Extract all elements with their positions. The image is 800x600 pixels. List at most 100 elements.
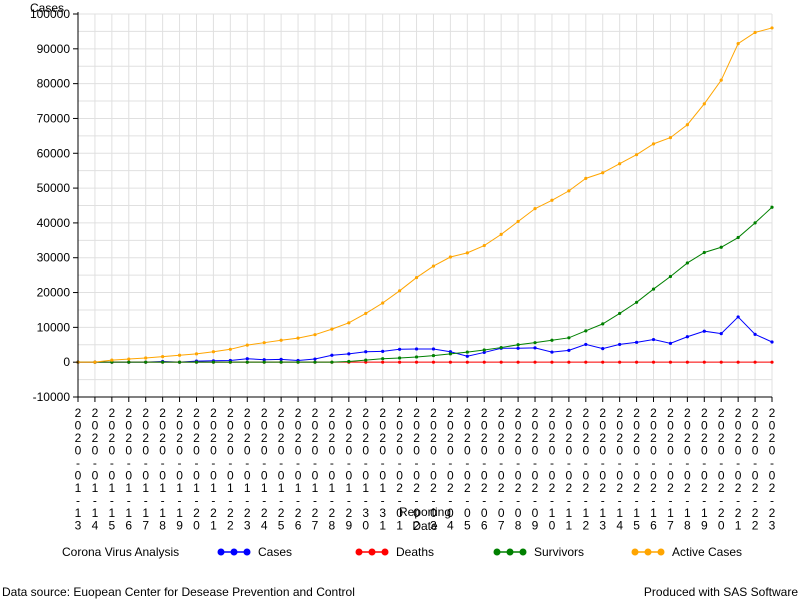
data-point bbox=[618, 311, 622, 316]
data-point bbox=[431, 347, 436, 351]
y-tick-label: 0 bbox=[63, 355, 70, 369]
data-point bbox=[127, 360, 131, 364]
data-point bbox=[618, 342, 622, 347]
x-tick-label: 2 0 2 0 -0 2 -2 3 bbox=[769, 406, 776, 533]
x-tick-label: 2 0 2 0 -0 1 -2 2 bbox=[227, 406, 234, 533]
data-point bbox=[736, 41, 740, 46]
y-tick-label: 70000 bbox=[37, 111, 71, 125]
data-point bbox=[482, 243, 486, 248]
data-point bbox=[584, 360, 588, 364]
data-point bbox=[584, 176, 588, 180]
chart-svg: -10000 0 10000 20000 30000 40000 50000 60000 700… bbox=[30, 1, 776, 533]
data-point bbox=[448, 352, 452, 356]
data-point bbox=[161, 360, 165, 364]
data-point bbox=[414, 275, 419, 280]
x-tick-label: 2 0 2 0 -0 2 -1 8 bbox=[684, 406, 691, 533]
data-point bbox=[398, 360, 402, 364]
data-point bbox=[753, 30, 757, 35]
y-tick-label: -10000 bbox=[33, 390, 71, 404]
data-point bbox=[533, 341, 537, 345]
data-point bbox=[550, 360, 554, 364]
x-tick-label: 2 0 2 0 -0 1 -2 0 bbox=[193, 406, 200, 533]
data-point bbox=[364, 350, 368, 354]
x-tick-label: 2 0 2 0 -0 2 -1 2 bbox=[582, 406, 589, 533]
data-point bbox=[448, 360, 452, 364]
legend-title: Corona Virus Analysis bbox=[62, 545, 180, 559]
data-point bbox=[381, 349, 385, 353]
legend-swatch bbox=[217, 548, 251, 556]
x-tick-label: 2 0 2 0 -0 2 -2 0 bbox=[718, 406, 725, 533]
y-tick-label: 10000 bbox=[37, 320, 71, 334]
data-point bbox=[465, 360, 469, 364]
x-tick-label: 2 0 2 0 -0 1 -2 7 bbox=[312, 406, 319, 533]
x-tick-label: 2 0 2 0 -0 1 -2 1 bbox=[210, 406, 217, 533]
data-point bbox=[228, 347, 232, 351]
data-point bbox=[651, 337, 656, 342]
x-tick-label: 2 0 2 0 -0 1 -1 4 bbox=[92, 406, 99, 533]
data-point bbox=[719, 332, 723, 336]
data-point bbox=[177, 353, 182, 357]
x-tick-label: 2 0 2 0 -0 1 -1 9 bbox=[176, 406, 183, 533]
data-point bbox=[414, 347, 419, 351]
data-point bbox=[127, 357, 131, 361]
data-point bbox=[347, 352, 351, 356]
data-point bbox=[567, 360, 571, 364]
y-tick-label: 50000 bbox=[37, 181, 71, 195]
legend-swatch bbox=[355, 548, 389, 556]
data-point bbox=[634, 300, 639, 304]
data-point bbox=[651, 360, 656, 364]
data-point bbox=[550, 350, 554, 354]
footer-data-source: Data source: Euopean Center for Desease … bbox=[2, 585, 355, 599]
data-point bbox=[330, 327, 334, 331]
data-point bbox=[584, 329, 588, 333]
data-point bbox=[685, 123, 689, 127]
data-point bbox=[194, 360, 199, 364]
data-point bbox=[499, 360, 503, 364]
data-point bbox=[736, 360, 740, 364]
data-point bbox=[245, 360, 249, 364]
data-point bbox=[110, 358, 114, 362]
data-point bbox=[601, 347, 605, 351]
data-point bbox=[516, 343, 520, 347]
series-group bbox=[76, 26, 774, 364]
data-point bbox=[161, 355, 165, 359]
x-tick-label: 2 0 2 0 -0 1 -1 6 bbox=[125, 406, 132, 533]
data-point bbox=[347, 321, 351, 325]
data-point bbox=[736, 315, 740, 319]
data-point bbox=[651, 287, 656, 291]
data-point bbox=[567, 336, 571, 340]
data-point bbox=[296, 360, 300, 364]
legend-label: Active Cases bbox=[672, 545, 743, 559]
x-tick-label: 2 0 2 0 -0 1 -2 5 bbox=[278, 406, 285, 533]
x-tick-label: 2 0 2 0 -0 2 -1 7 bbox=[667, 406, 674, 533]
data-point bbox=[601, 322, 605, 326]
data-point bbox=[482, 350, 486, 355]
data-point bbox=[431, 360, 436, 364]
data-point bbox=[634, 340, 639, 344]
data-point bbox=[245, 343, 249, 347]
data-point bbox=[702, 329, 706, 333]
data-point bbox=[567, 348, 571, 352]
footer-produced-with: Produced with SAS Software bbox=[643, 585, 798, 599]
x-tick-label: 2 0 2 0 -0 2 -0 5 bbox=[464, 406, 471, 533]
data-point bbox=[381, 360, 385, 364]
data-point bbox=[634, 360, 639, 364]
data-point bbox=[499, 345, 503, 350]
data-point bbox=[262, 360, 266, 364]
data-point bbox=[482, 360, 486, 364]
data-point bbox=[685, 360, 689, 364]
data-point bbox=[279, 338, 283, 342]
data-point bbox=[364, 358, 368, 362]
x-tick-label: 2 0 2 0 -0 1 -1 3 bbox=[75, 406, 82, 533]
data-point bbox=[533, 346, 537, 350]
data-point bbox=[228, 360, 232, 364]
x-tick-label: 2 0 2 0 -0 1 -3 1 bbox=[379, 406, 386, 533]
data-point bbox=[381, 357, 385, 361]
data-point bbox=[584, 342, 588, 347]
y-tick-label: 100000 bbox=[30, 7, 70, 21]
data-point bbox=[211, 350, 216, 354]
data-point bbox=[601, 171, 605, 175]
data-point bbox=[330, 360, 334, 364]
y-tick-label: 90000 bbox=[37, 42, 71, 56]
data-point bbox=[719, 245, 723, 249]
